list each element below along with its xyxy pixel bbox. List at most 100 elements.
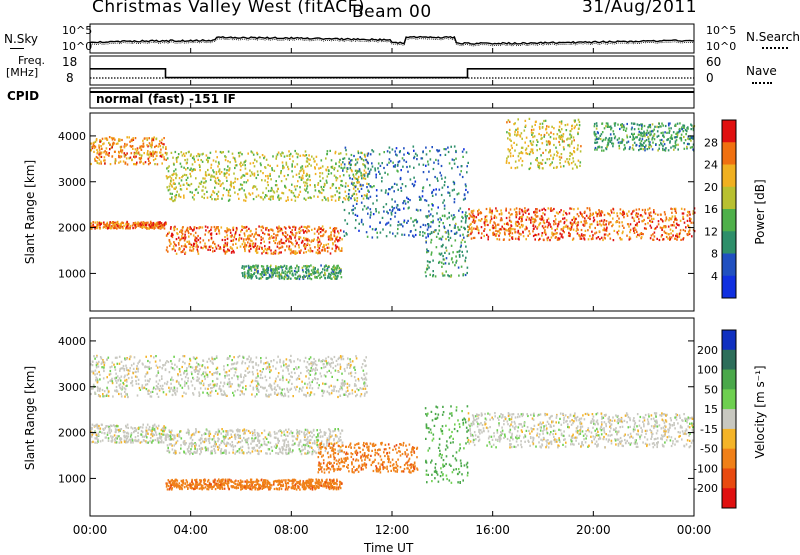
power-cell (680, 229, 682, 231)
power-cell (141, 154, 143, 156)
power-cell (476, 226, 478, 228)
power-cell (171, 196, 173, 198)
power-cell (566, 129, 568, 131)
power-cell (403, 147, 405, 149)
power-cell (619, 128, 621, 130)
power-cell (430, 213, 432, 215)
power-cell (269, 275, 271, 277)
power-cell (192, 157, 194, 159)
power-cell (413, 236, 415, 238)
velocity-cell (161, 440, 163, 442)
power-cell (431, 232, 433, 234)
power-cell (243, 240, 245, 242)
power-cell (310, 273, 312, 275)
power-cell (489, 209, 491, 211)
power-cell (262, 192, 264, 194)
velocity-cell (314, 440, 316, 442)
power-cell (553, 167, 555, 169)
power-cell (160, 149, 162, 151)
power-cell (596, 149, 598, 151)
power-cell (114, 223, 116, 225)
power-cell (160, 151, 162, 153)
power-cell (317, 271, 319, 273)
power-cell (422, 190, 424, 192)
power-cell (525, 238, 527, 240)
power-cell (277, 242, 279, 244)
power-cell (282, 165, 284, 167)
power-cell (140, 161, 142, 163)
power-cell (536, 144, 538, 146)
power-cell (598, 137, 600, 139)
power-cell (687, 128, 689, 130)
power-cell (119, 139, 121, 141)
power-cell (282, 161, 284, 163)
power-cell (248, 228, 250, 230)
power-cell (129, 227, 131, 229)
power-cell (509, 227, 511, 229)
power-cell (433, 274, 435, 276)
velocity-cell (135, 436, 137, 438)
power-cell (304, 185, 306, 187)
power-cell (450, 146, 452, 148)
power-cell (385, 192, 387, 194)
power-cell (687, 220, 689, 222)
power-cell (451, 215, 453, 217)
power-cell (435, 188, 437, 190)
power-cell (354, 197, 356, 199)
power-cell (530, 151, 532, 153)
power-cell (629, 146, 631, 148)
power-cell (186, 246, 188, 248)
power-cell (532, 225, 534, 227)
power-cell (117, 142, 119, 144)
velocity-cell (154, 439, 156, 441)
power-cell (529, 168, 531, 170)
power-cell (562, 135, 564, 137)
power-cell (400, 177, 402, 179)
velocity-cell (140, 442, 142, 444)
power-cell (185, 152, 187, 154)
power-cell (392, 186, 394, 188)
power-cell (510, 152, 512, 154)
power-cell (534, 219, 536, 221)
velocity-cell (317, 435, 319, 437)
power-cell (542, 123, 544, 125)
power-cell (302, 240, 304, 242)
power-cell (141, 149, 143, 151)
power-cell (613, 239, 615, 241)
power-cell (563, 214, 565, 216)
power-cell (303, 237, 305, 239)
power-cell (509, 129, 511, 131)
power-cell (308, 154, 310, 156)
power-cell (375, 210, 377, 212)
power-cell (512, 228, 514, 230)
power-cell (237, 178, 239, 180)
power-cell (604, 234, 606, 236)
power-cell (465, 217, 467, 219)
power-cell (527, 235, 529, 237)
power-cell (345, 147, 347, 149)
power-cell (171, 174, 173, 176)
power-cell (685, 139, 687, 141)
power-cell (522, 214, 524, 216)
power-cell (397, 209, 399, 211)
power-cell (537, 226, 539, 228)
power-cell (191, 183, 193, 185)
power-cell (662, 135, 664, 137)
velocity-cell (128, 433, 130, 435)
power-cell (314, 276, 316, 278)
power-cell (296, 242, 298, 244)
power-cell (387, 193, 389, 195)
power-cell (98, 224, 100, 226)
power-cell (506, 223, 508, 225)
power-cell (354, 177, 356, 179)
power-cell (319, 172, 321, 174)
velocity-cell (130, 426, 132, 428)
power-cell (452, 261, 454, 263)
power-cell (584, 222, 586, 224)
power-cell (675, 140, 677, 142)
power-cell (178, 182, 180, 184)
power-cell (161, 139, 163, 141)
power-cell (338, 187, 340, 189)
power-cell (390, 160, 392, 162)
velocity-cell (284, 434, 286, 436)
